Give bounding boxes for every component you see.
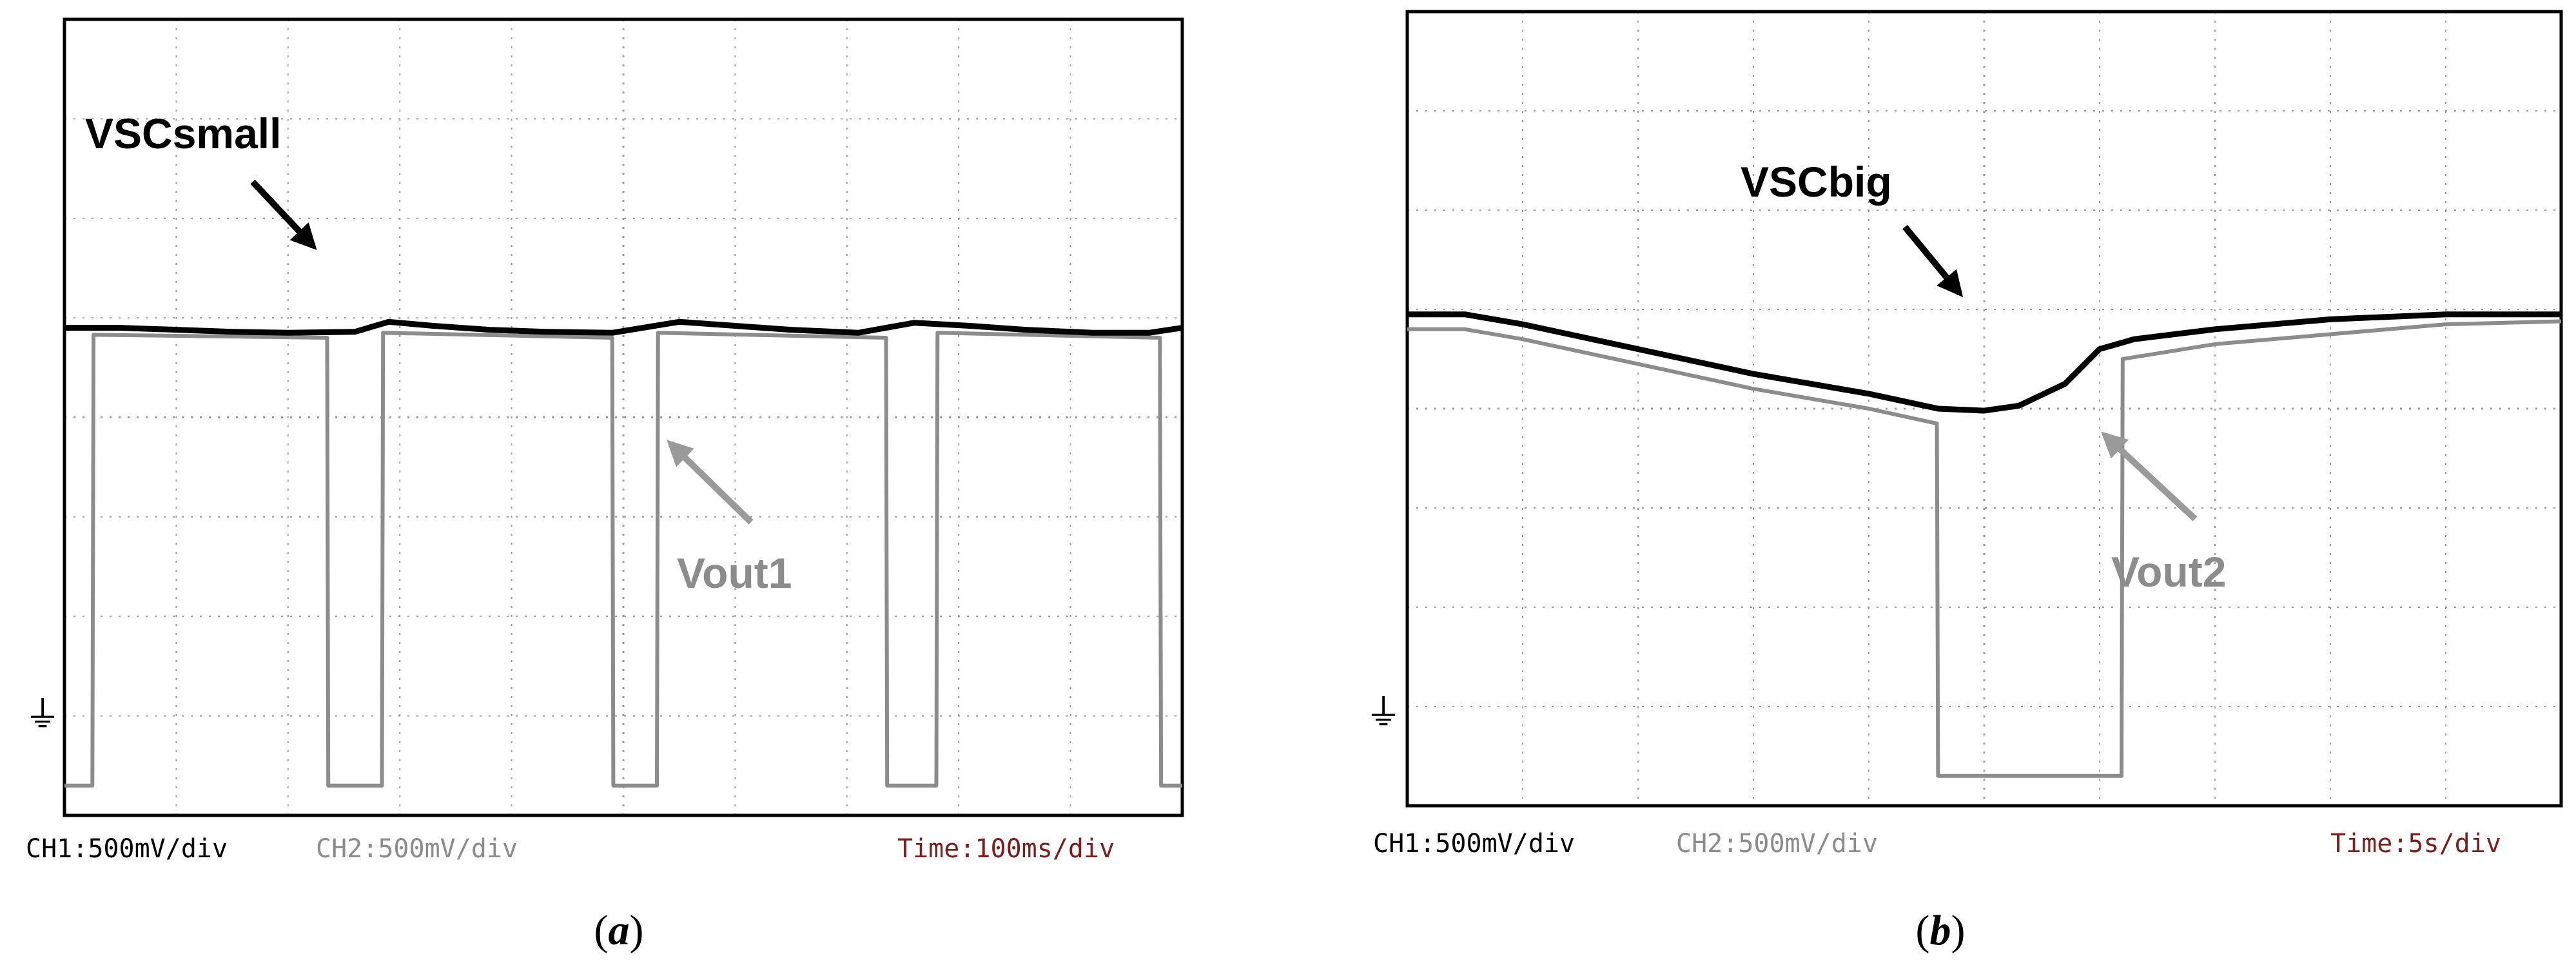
vout2-label: Vout2	[2111, 548, 2226, 596]
trace-vscbig	[1407, 311, 2561, 414]
panel-b: ⏚ VSCbig Vout2 CH1:500mV/div CH2:500mV/d…	[1365, 10, 2563, 954]
vout1-arrow	[667, 440, 754, 525]
panel-b-ch1-status: CH1:500mV/div	[1373, 829, 1575, 859]
vscsmall-label: VSCsmall	[85, 110, 281, 157]
vout1-label: Vout1	[677, 549, 792, 597]
panel-a-grid	[64, 19, 1182, 815]
panel-a-ground-marker: ⏚	[24, 694, 61, 736]
vscbig-label: VSCbig	[1741, 158, 1892, 206]
panel-a-ch2-status: CH2:500mV/div	[316, 834, 518, 864]
trace-vout1	[64, 331, 1182, 788]
panel-a-frame	[63, 17, 1184, 817]
panel-b-ch2-status: CH2:500mV/div	[1676, 829, 1878, 859]
panel-b-ground-marker: ⏚	[1365, 692, 1401, 734]
panel-a: ⏚ VSCsmall Vout1 CH1:500mV/div CH2:500mV…	[24, 17, 1184, 954]
panel-b-traces	[1407, 311, 2562, 778]
panel-a-ch1-status: CH1:500mV/div	[26, 834, 228, 864]
vscbig-arrow	[1902, 224, 1964, 298]
panel-b-label: (b)	[1916, 907, 1966, 954]
trace-vout2	[1407, 319, 2562, 778]
panel-a-traces	[64, 318, 1183, 788]
panel-b-frame	[1405, 10, 2563, 808]
panel-a-label: (a)	[594, 907, 644, 954]
panel-a-time-status: Time:100ms/div	[897, 834, 1115, 864]
trace-vscsmall	[64, 318, 1183, 336]
vscsmall-arrow	[250, 179, 317, 250]
vout2-arrow	[2101, 431, 2198, 521]
panel-b-time-status: Time:5s/div	[2330, 829, 2501, 859]
